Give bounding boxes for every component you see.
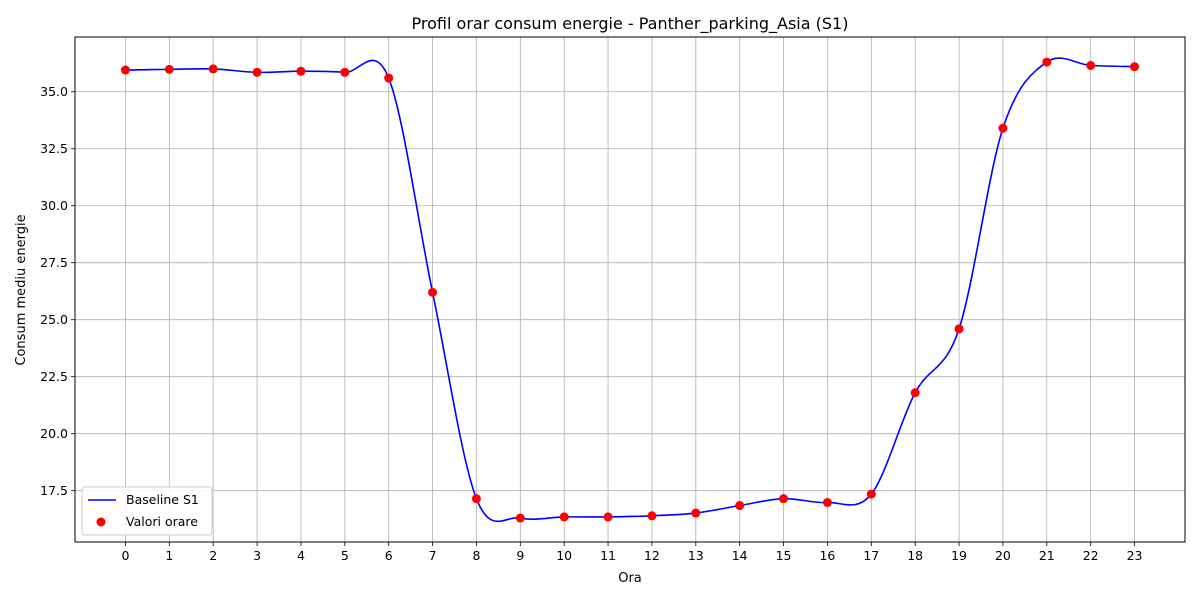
- x-tick-label: 7: [429, 548, 437, 563]
- hourly-value-point: [164, 64, 174, 74]
- y-axis-label: Consum mediu energie: [14, 214, 29, 365]
- legend-label-baseline: Baseline S1: [126, 492, 199, 507]
- x-tick-label: 9: [516, 548, 524, 563]
- baseline-s1-line: [125, 57, 1135, 523]
- hourly-value-point: [1086, 60, 1096, 70]
- y-tick-label: 32.5: [40, 141, 68, 156]
- hourly-value-point: [428, 287, 438, 297]
- legend-marker-swatch: [96, 517, 106, 527]
- plot-area-frame: [74, 36, 1186, 543]
- legend-label-hourly: Valori orare: [126, 514, 198, 529]
- x-tick-label: 19: [951, 548, 967, 563]
- x-tick-label: 10: [556, 548, 572, 563]
- hourly-value-point: [735, 501, 745, 511]
- x-tick-label: 8: [472, 548, 480, 563]
- hourly-value-point: [954, 324, 964, 334]
- x-tick-label: 21: [1039, 548, 1055, 563]
- y-tick-label: 17.5: [40, 483, 68, 498]
- y-tick-label: 35.0: [40, 84, 68, 99]
- x-tick-label: 14: [732, 548, 748, 563]
- hourly-value-point: [296, 66, 306, 76]
- hourly-value-point: [340, 67, 350, 77]
- x-tick-label: 1: [165, 548, 173, 563]
- hourly-value-point: [910, 388, 920, 398]
- x-tick-label: 2: [209, 548, 217, 563]
- x-tick-label: 6: [385, 548, 393, 563]
- hourly-value-point: [603, 512, 613, 522]
- series-scatter-layer: [120, 57, 1140, 523]
- x-tick-label: 17: [863, 548, 879, 563]
- grid-lines: [75, 37, 1185, 542]
- x-tick-label: 4: [297, 548, 305, 563]
- x-tick-label: 15: [776, 548, 792, 563]
- hourly-value-point: [822, 498, 832, 508]
- x-tick-label: 22: [1083, 548, 1099, 563]
- series-line-layer: [125, 57, 1135, 523]
- x-tick-label: 0: [121, 548, 129, 563]
- y-axis-ticks: 17.5 20.0 22.5 25.0 27.5 30.0 32.5 35.0: [40, 84, 75, 498]
- x-tick-label: 13: [688, 548, 704, 563]
- hourly-value-point: [384, 73, 394, 83]
- hourly-value-point: [559, 512, 569, 522]
- hourly-value-point: [998, 123, 1008, 133]
- x-tick-label: 12: [644, 548, 660, 563]
- y-tick-label: 22.5: [40, 369, 68, 384]
- x-axis-ticks: 0 1 2 3 4 5 6 7 8 9 10 11 12 13 14 15 16 17 18 19 20 21 22 23: [121, 542, 1142, 563]
- x-tick-label: 20: [995, 548, 1011, 563]
- x-tick-label: 3: [253, 548, 261, 563]
- hourly-value-point: [779, 494, 789, 504]
- hourly-value-point: [471, 494, 481, 504]
- hourly-value-point: [208, 64, 218, 74]
- hourly-value-point: [120, 65, 130, 75]
- y-tick-label: 20.0: [40, 426, 68, 441]
- x-tick-label: 16: [819, 548, 835, 563]
- hourly-value-point: [1042, 57, 1052, 67]
- legend: Baseline S1 Valori orare: [81, 486, 213, 536]
- x-tick-label: 18: [907, 548, 923, 563]
- hourly-value-point: [691, 508, 701, 518]
- hourly-value-point: [866, 489, 876, 499]
- y-tick-label: 27.5: [40, 255, 68, 270]
- hourly-value-point: [252, 67, 262, 77]
- x-tick-label: 5: [341, 548, 349, 563]
- x-tick-label: 23: [1127, 548, 1143, 563]
- hourly-value-point: [1130, 62, 1140, 72]
- x-tick-label: 11: [600, 548, 616, 563]
- chart-title: Profil orar consum energie - Panther_par…: [412, 14, 849, 34]
- x-axis-label: Ora: [618, 571, 642, 586]
- legend-box: [81, 486, 213, 536]
- y-tick-label: 30.0: [40, 198, 68, 213]
- hourly-value-point: [647, 511, 657, 521]
- y-tick-label: 25.0: [40, 312, 68, 327]
- hourly-value-point: [515, 513, 525, 523]
